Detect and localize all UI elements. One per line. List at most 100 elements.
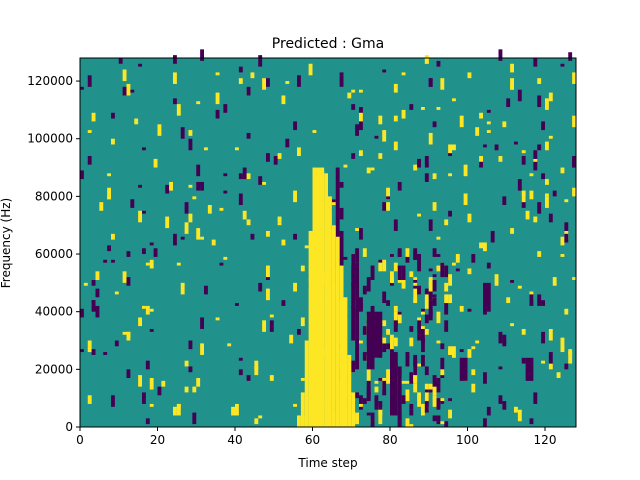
heatmap-cell xyxy=(417,285,421,295)
heatmap-cell xyxy=(510,279,514,283)
heatmap-cell xyxy=(444,282,449,292)
heatmap-cell xyxy=(444,219,449,226)
heatmap-cell xyxy=(405,418,410,427)
x-tick-label: 120 xyxy=(534,433,557,447)
heatmap-cell xyxy=(180,236,185,240)
heatmap-cell xyxy=(262,320,266,332)
heatmap-cell xyxy=(444,421,449,427)
heatmap-cell xyxy=(331,199,336,203)
heatmap-cell xyxy=(246,132,251,139)
heatmap-cell-low xyxy=(366,311,375,370)
heatmap-cell xyxy=(184,202,189,214)
heatmap-cell xyxy=(370,265,375,280)
heatmap-cell xyxy=(300,265,305,272)
heatmap-cell xyxy=(471,383,476,393)
heatmap-cell xyxy=(486,121,491,125)
heatmap-cell xyxy=(421,337,425,353)
heatmap-cell xyxy=(91,300,96,312)
heatmap-cell xyxy=(138,184,142,188)
heatmap-cell xyxy=(91,112,96,122)
plot-area xyxy=(80,49,576,427)
heatmap-cell xyxy=(432,297,437,304)
heatmap-cell xyxy=(486,406,491,416)
heatmap-cell xyxy=(498,156,503,162)
heatmap-cell xyxy=(149,259,154,269)
heatmap-cell xyxy=(498,331,503,344)
heatmap-cell xyxy=(421,412,425,416)
heatmap-cell xyxy=(413,360,418,376)
heatmap-cell xyxy=(169,181,173,191)
heatmap-cell xyxy=(145,360,150,370)
heatmap-cell xyxy=(153,158,158,168)
heatmap-cell xyxy=(440,343,445,350)
heatmap-cell xyxy=(200,343,204,355)
heatmap-cell xyxy=(428,282,433,286)
heatmap-cell xyxy=(374,380,379,384)
heatmap-cell xyxy=(238,66,243,73)
heatmap-cell xyxy=(467,213,472,223)
y-axis-label: Frequency (Hz) xyxy=(0,198,13,289)
heatmap-cell xyxy=(355,392,359,399)
heatmap-cell xyxy=(448,294,452,304)
heatmap-cell xyxy=(370,412,375,427)
heatmap-cell xyxy=(362,285,367,295)
heatmap-cell xyxy=(103,259,108,263)
heatmap-cell xyxy=(378,259,383,263)
heatmap-cell xyxy=(498,366,503,370)
heatmap-cell xyxy=(215,317,220,321)
heatmap-cell xyxy=(200,181,204,191)
heatmap-cell xyxy=(417,328,421,341)
heatmap-cell xyxy=(560,167,565,174)
heatmap-cell xyxy=(428,389,433,393)
heatmap-cell xyxy=(386,187,390,200)
heatmap-cell xyxy=(413,277,418,280)
heatmap-cell-high xyxy=(324,173,328,427)
heatmap-cell xyxy=(440,357,445,373)
heatmap-cell xyxy=(266,78,270,87)
heatmap-cell xyxy=(173,98,177,105)
heatmap-cell xyxy=(444,320,449,332)
heatmap-cell xyxy=(355,228,359,231)
heatmap-cell xyxy=(541,173,545,180)
heatmap-cell xyxy=(436,377,441,393)
heatmap-cell xyxy=(266,265,270,278)
heatmap-cell xyxy=(448,274,452,286)
heatmap-cell xyxy=(339,207,344,220)
heatmap-cell xyxy=(374,135,379,139)
heatmap-cell xyxy=(440,401,445,404)
heatmap-cell xyxy=(343,164,348,168)
heatmap-cell xyxy=(165,216,170,229)
heatmap-cell xyxy=(382,343,387,353)
heatmap-cell xyxy=(149,403,154,407)
heatmap-cell-low xyxy=(351,254,356,341)
heatmap-cell xyxy=(409,424,414,427)
heatmap-cell xyxy=(293,190,297,203)
heatmap-cell xyxy=(424,366,429,376)
heatmap-cell xyxy=(424,288,429,298)
heatmap-cell xyxy=(262,181,266,185)
heatmap-cell xyxy=(355,124,359,136)
heatmap-cell xyxy=(138,375,142,387)
heatmap-cell xyxy=(281,300,286,306)
heatmap-cell xyxy=(572,156,576,168)
heatmap-cell xyxy=(351,104,356,110)
heatmap-cell xyxy=(176,262,181,266)
heatmap-cell xyxy=(378,412,383,416)
heatmap-cell xyxy=(192,386,197,393)
heatmap-cell xyxy=(382,202,387,211)
heatmap-cell xyxy=(401,72,406,76)
heatmap-cell xyxy=(560,63,565,67)
heatmap-cell xyxy=(564,308,569,315)
heatmap-cell xyxy=(436,254,441,257)
heatmap-cell xyxy=(424,173,429,182)
heatmap-cell xyxy=(556,372,561,378)
heatmap-cell xyxy=(452,346,456,358)
heatmap-cell xyxy=(545,141,549,151)
heatmap-cell xyxy=(541,331,545,344)
heatmap-cell xyxy=(207,205,212,214)
heatmap-cell xyxy=(142,305,146,309)
heatmap-cell xyxy=(126,369,131,378)
heatmap-cell xyxy=(533,150,538,159)
heatmap-cell-high xyxy=(331,225,336,427)
heatmap-cell xyxy=(378,262,383,272)
